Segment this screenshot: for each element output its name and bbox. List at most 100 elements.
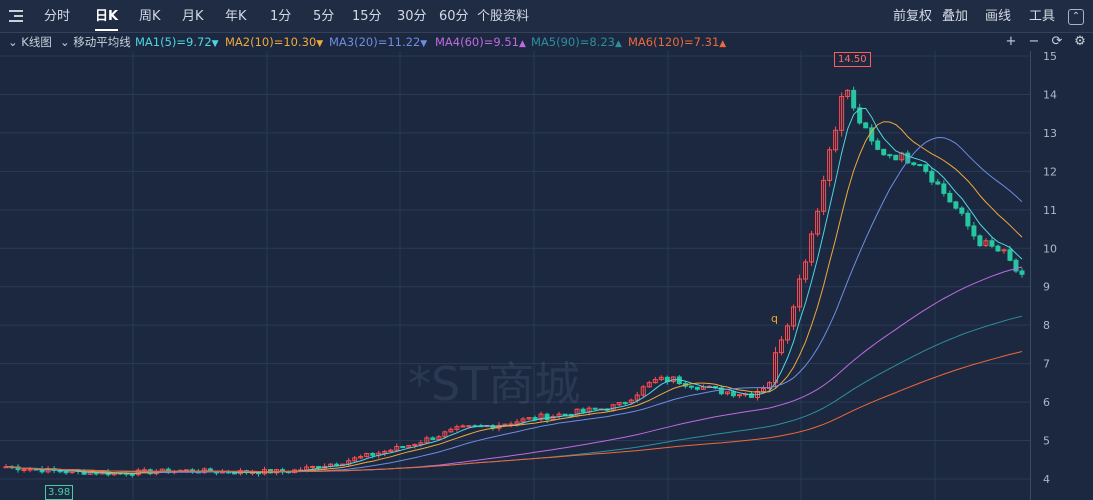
candles bbox=[3, 86, 1025, 478]
y-tick-label: 13 bbox=[1043, 127, 1057, 140]
candle-body bbox=[767, 382, 773, 390]
candle-body bbox=[809, 233, 815, 263]
candle-body bbox=[63, 471, 69, 474]
candle-body bbox=[658, 376, 664, 381]
candle-body bbox=[382, 450, 388, 454]
candle-body bbox=[442, 431, 448, 438]
y-tick-label: 8 bbox=[1043, 319, 1050, 332]
candle-body bbox=[959, 207, 965, 214]
candle-body bbox=[394, 446, 400, 451]
candle-body bbox=[640, 386, 646, 396]
candle-body bbox=[628, 399, 634, 404]
candle-body bbox=[935, 181, 941, 185]
y-tick-label: 6 bbox=[1043, 396, 1050, 409]
candle-body bbox=[911, 162, 917, 166]
tab-yearly-k[interactable]: 年K bbox=[225, 9, 247, 24]
candlestick-chart[interactable]: 4 5 6 7 8 9 10 11 12 13 14 15 bbox=[0, 51, 1093, 500]
candle-body bbox=[779, 339, 785, 354]
ma-line-5 bbox=[5, 315, 1023, 473]
candle-body bbox=[460, 425, 466, 428]
candle-body bbox=[388, 449, 394, 452]
grid-lines bbox=[0, 51, 1031, 500]
y-tick-label: 12 bbox=[1043, 165, 1057, 178]
candle-body bbox=[406, 445, 412, 448]
candle-body bbox=[352, 457, 358, 462]
candle-body bbox=[839, 95, 845, 131]
candle-body bbox=[1013, 259, 1019, 272]
zoom-out-button[interactable]: − bbox=[1028, 34, 1040, 49]
moving-average-lines bbox=[5, 107, 1023, 475]
candle-body bbox=[616, 402, 622, 406]
kline-label: K线图 bbox=[21, 35, 52, 49]
candle-body bbox=[971, 225, 977, 237]
candle-body bbox=[694, 386, 700, 390]
indicator-bar: ⌄ K线图 ⌄ 移动平均线 MA1(5)=9.72▼ MA2(10)=10.30… bbox=[0, 33, 1093, 51]
tab-stock-profile[interactable]: 个股资料 bbox=[477, 9, 530, 24]
y-tick-label: 10 bbox=[1043, 242, 1057, 255]
candle-body bbox=[724, 391, 730, 395]
tab-monthly-k[interactable]: 月K bbox=[182, 9, 204, 24]
candle-body bbox=[358, 456, 364, 459]
candle-body bbox=[947, 192, 953, 203]
forward-adjust-button[interactable]: 前复权 bbox=[893, 9, 933, 24]
tab-15min[interactable]: 15分 bbox=[352, 9, 382, 24]
ma-line-2 bbox=[5, 121, 1023, 474]
candle-body bbox=[1007, 249, 1013, 261]
candle-body bbox=[791, 306, 797, 327]
candle-body bbox=[141, 469, 147, 472]
candle-body bbox=[532, 417, 538, 421]
candle-body bbox=[580, 408, 586, 413]
chevron-down-icon: ⌄ bbox=[60, 35, 70, 49]
candle-body bbox=[688, 385, 694, 388]
candle-body bbox=[634, 394, 640, 401]
collapse-icon[interactable]: ⌃ bbox=[1068, 9, 1084, 25]
ma-line-6 bbox=[5, 351, 1023, 473]
tools-button[interactable]: 工具 bbox=[1029, 9, 1056, 24]
tab-5min[interactable]: 5分 bbox=[313, 9, 335, 24]
candle-body bbox=[989, 240, 995, 247]
refresh-icon[interactable]: ⟳ bbox=[1051, 34, 1063, 49]
high-price-badge: 14.50 bbox=[834, 52, 871, 67]
candle-body bbox=[760, 388, 766, 392]
candle-body bbox=[418, 442, 424, 446]
tab-60min[interactable]: 60分 bbox=[439, 9, 469, 24]
draw-line-button[interactable]: 画线 bbox=[985, 9, 1012, 24]
candle-body bbox=[857, 107, 863, 124]
tab-timeshare[interactable]: 分时 bbox=[44, 9, 71, 24]
y-tick-label: 15 bbox=[1043, 51, 1057, 63]
candle-body bbox=[845, 89, 851, 97]
candle-body bbox=[736, 394, 742, 397]
gear-icon[interactable]: ⚙ bbox=[1074, 34, 1086, 49]
candle-body bbox=[730, 391, 736, 397]
candle-body bbox=[646, 382, 652, 388]
candle-body bbox=[863, 122, 869, 129]
candle-body bbox=[21, 469, 27, 472]
candle-body bbox=[797, 278, 803, 308]
candle-body bbox=[466, 425, 472, 428]
y-tick-label: 9 bbox=[1043, 281, 1050, 294]
y-tick-label: 14 bbox=[1043, 88, 1057, 101]
candle-body bbox=[827, 149, 833, 181]
tab-weekly-k[interactable]: 周K bbox=[139, 9, 161, 24]
tab-30min[interactable]: 30分 bbox=[397, 9, 427, 24]
ma2-value: MA2(10)=10.30▼ bbox=[225, 35, 324, 49]
ma-type-dropdown[interactable]: ⌄ 移动平均线 bbox=[60, 33, 131, 51]
candle-body bbox=[815, 210, 821, 235]
toolbar: 分时 日K 周K 月K 年K 1分 5分 15分 30分 60分 个股资料 前复… bbox=[0, 0, 1093, 33]
ma1-value: MA1(5)=9.72▼ bbox=[135, 35, 219, 49]
zoom-in-button[interactable]: + bbox=[1005, 34, 1017, 49]
tab-1min[interactable]: 1分 bbox=[270, 9, 292, 24]
overlay-button[interactable]: 叠加 bbox=[942, 9, 969, 24]
ma6-value: MA6(120)=7.31▲ bbox=[628, 35, 727, 49]
candle-body bbox=[520, 418, 526, 423]
candle-body bbox=[833, 129, 839, 151]
candle-body bbox=[893, 154, 899, 161]
menu-icon[interactable] bbox=[9, 9, 23, 23]
candle-body bbox=[875, 140, 881, 150]
y-tick-label: 11 bbox=[1043, 204, 1057, 217]
candle-body bbox=[977, 235, 983, 247]
candle-body bbox=[424, 437, 430, 444]
kline-dropdown[interactable]: ⌄ K线图 bbox=[8, 33, 52, 51]
tab-daily-k[interactable]: 日K bbox=[95, 0, 119, 33]
candle-body bbox=[953, 201, 959, 209]
